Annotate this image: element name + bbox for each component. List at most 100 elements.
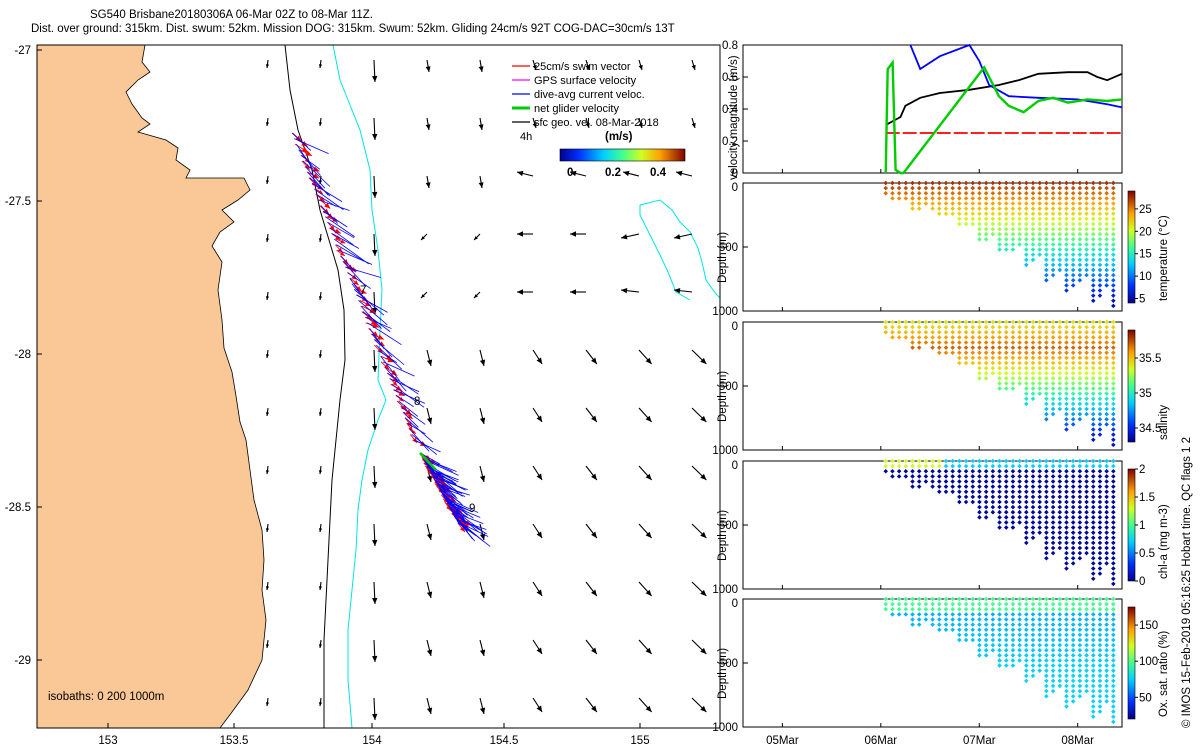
data-point [1111, 288, 1116, 293]
data-point [1111, 381, 1116, 386]
data-point [923, 329, 929, 335]
data-point [1064, 678, 1069, 684]
data-point [963, 617, 969, 622]
data-point [1064, 520, 1069, 525]
data-point [1104, 324, 1109, 330]
data-point [910, 324, 915, 330]
data-point [1090, 612, 1096, 617]
data-point [1111, 535, 1116, 541]
dac-vector [365, 316, 392, 329]
data-point [1111, 719, 1116, 725]
data-point [1024, 504, 1029, 510]
data-point [1070, 678, 1076, 684]
data-point [1050, 504, 1056, 510]
data-point [1070, 360, 1076, 366]
data-point [1097, 262, 1103, 268]
data-point [1104, 663, 1109, 668]
section-ytick-label: 0 [732, 460, 738, 472]
data-point [1050, 489, 1056, 494]
data-point [1090, 622, 1096, 627]
colorbar-tick-label: 2 [1139, 464, 1145, 476]
data-point [1037, 622, 1042, 627]
data-point [1003, 479, 1009, 484]
data-point [943, 340, 949, 345]
data-point [1017, 494, 1022, 500]
data-point [1057, 668, 1063, 673]
data-point [977, 345, 982, 350]
data-point [923, 617, 929, 622]
data-point [997, 350, 1002, 355]
data-point [1050, 196, 1056, 201]
data-point [1070, 252, 1076, 257]
data-point [990, 474, 996, 479]
velocity-arrow [570, 231, 586, 237]
section-colorbar-label: salinity [1158, 405, 1170, 440]
data-point [1024, 242, 1029, 247]
data-point [1104, 688, 1109, 694]
data-point [916, 468, 922, 474]
data-point [1104, 237, 1109, 242]
velocity-arrow [516, 170, 534, 177]
dac-vector [413, 439, 441, 453]
data-point [1044, 545, 1049, 551]
data-point [1077, 601, 1083, 607]
data-point [983, 370, 989, 376]
data-point [1050, 242, 1056, 247]
data-point [937, 479, 942, 484]
velocity-arrow [585, 581, 598, 597]
data-point [990, 596, 996, 602]
data-point [1030, 226, 1036, 232]
data-point [1050, 463, 1056, 469]
data-point [970, 596, 976, 602]
data-point [1024, 474, 1029, 479]
data-point [1111, 663, 1116, 668]
data-point [1024, 601, 1029, 607]
data-point [1070, 494, 1076, 500]
data-point [1030, 237, 1036, 242]
data-point [916, 329, 922, 335]
data-point [1044, 267, 1049, 273]
data-point [1050, 190, 1056, 196]
data-point [1044, 381, 1049, 386]
data-point [1084, 345, 1089, 350]
dac-vector [362, 311, 391, 332]
data-point [1104, 550, 1109, 556]
data-point [1111, 411, 1116, 417]
data-point [910, 617, 915, 622]
dac-vector [309, 177, 331, 197]
data-point [957, 340, 962, 345]
data-point [1111, 221, 1116, 227]
data-point [1057, 606, 1063, 612]
data-point [883, 329, 889, 335]
data-point [1111, 581, 1116, 587]
data-point [997, 376, 1002, 381]
data-point [1050, 411, 1056, 417]
data-point [1010, 525, 1016, 530]
data-point [1057, 663, 1063, 668]
data-point [1037, 345, 1042, 350]
data-point [963, 494, 969, 500]
data-point [1044, 350, 1049, 355]
velocity-ylabel: velocity magnitude (m/s) [728, 55, 740, 180]
data-point [1111, 272, 1116, 278]
data-point [1057, 673, 1063, 679]
data-point [910, 345, 915, 350]
data-point [1057, 396, 1063, 402]
data-point [1024, 201, 1029, 206]
data-point [1024, 221, 1029, 227]
data-point [1104, 185, 1109, 191]
data-point [1104, 196, 1109, 201]
data-point [916, 606, 922, 612]
velocity-arrow [425, 117, 431, 131]
data-point [1030, 489, 1036, 494]
data-point [1077, 530, 1083, 535]
data-point [930, 345, 935, 350]
velocity-arrow [318, 465, 323, 475]
data-point [1070, 550, 1076, 556]
data-point [937, 484, 942, 489]
data-point [1070, 596, 1076, 602]
data-point [1070, 180, 1076, 186]
data-point [1010, 606, 1016, 612]
data-point [990, 622, 996, 627]
data-point [1057, 504, 1063, 510]
